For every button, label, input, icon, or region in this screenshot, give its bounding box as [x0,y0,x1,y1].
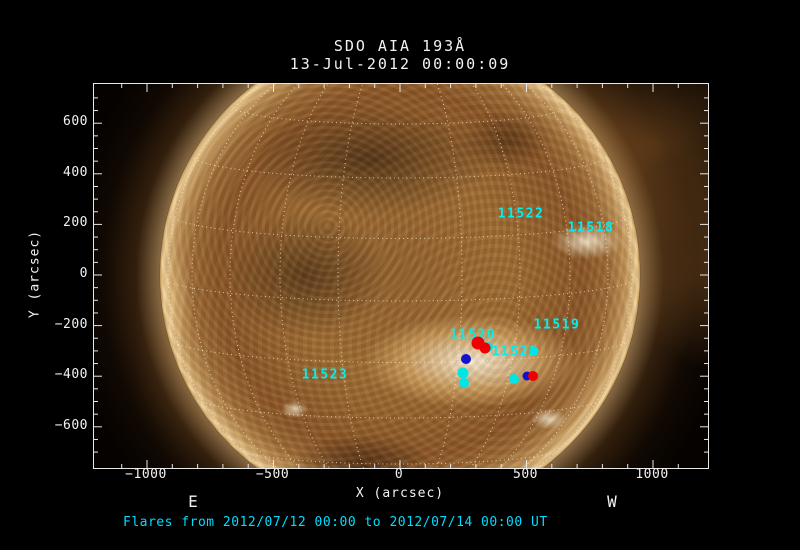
x-tick-label: −500 [255,467,290,482]
flare-marker-cyan [509,374,519,384]
observation-timestamp: 13-Jul-2012 00:00:09 [289,55,511,73]
y-tick-label: 0 [79,266,88,281]
flare-marker-blue [461,354,471,364]
flares-caption: Flares from 2012/07/12 00:00 to 2012/07/… [123,515,548,530]
y-tick-label: 600 [63,114,88,130]
active-region-label-11518: 11518 [567,220,615,236]
sun-disk [160,84,640,468]
annotation-overlay: 11522 11518 11519 11520 11521 11523 [94,84,708,468]
active-region-label-11523: 11523 [301,367,349,383]
flare-marker-cyan [457,367,469,379]
y-tick-label: −600 [54,417,88,433]
y-tick-label: −200 [54,316,88,332]
solar-disk-plot: 11522 11518 11519 11520 11521 11523 [93,83,709,469]
flare-marker-red [528,371,538,381]
heliographic-grid [162,84,638,468]
flare-marker-red [479,342,491,354]
axis-ticks [94,84,708,468]
x-tick-label: 500 [513,467,538,482]
active-region-label-11519: 11519 [533,317,581,333]
active-region-label-11522: 11522 [497,206,545,222]
page-title: SDO AIA 193Å [333,37,467,55]
y-tick-label: 200 [63,215,88,231]
x-axis-label: X (arcsec) [355,486,445,501]
flare-marker-cyan [459,378,469,388]
y-tick-label: −400 [54,367,88,383]
west-limb-label: W [607,492,617,511]
x-tick-label: −1000 [125,467,167,482]
east-limb-label: E [188,492,198,511]
y-tick-label: 400 [63,164,88,180]
flare-marker-cyan [529,346,539,356]
active-region-label-11521: 11521 [491,344,539,360]
flare-marker-blue [522,371,532,381]
x-tick-label: 1000 [635,467,669,482]
x-tick-label: 0 [394,467,404,482]
